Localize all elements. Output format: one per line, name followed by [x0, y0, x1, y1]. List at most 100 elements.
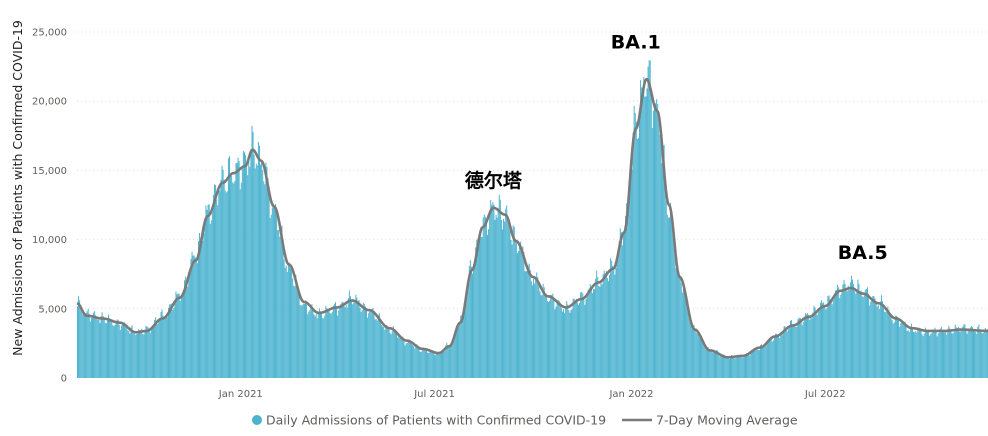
daily-admission-bar[interactable] [935, 331, 937, 378]
daily-admission-bar[interactable] [82, 314, 84, 378]
daily-admission-bar[interactable] [342, 301, 344, 378]
daily-admission-bar[interactable] [586, 293, 588, 379]
daily-admission-bar[interactable] [218, 186, 220, 378]
daily-admission-bar[interactable] [632, 132, 634, 378]
daily-admission-bar[interactable] [438, 351, 440, 378]
daily-admission-bar[interactable] [705, 349, 707, 378]
daily-admission-bar[interactable] [558, 300, 560, 378]
daily-admission-bar[interactable] [639, 120, 640, 379]
daily-admission-bar[interactable] [899, 326, 901, 378]
daily-admission-bar[interactable] [394, 331, 396, 378]
daily-admission-bar[interactable] [231, 175, 233, 378]
daily-admission-bar[interactable] [110, 320, 112, 378]
daily-admission-bar[interactable] [79, 300, 81, 378]
daily-admission-bar[interactable] [916, 332, 918, 378]
daily-admission-bar[interactable] [443, 351, 445, 378]
daily-admission-bar[interactable] [571, 308, 573, 378]
daily-admission-bar[interactable] [188, 274, 190, 378]
daily-admission-bar[interactable] [868, 293, 870, 378]
daily-admission-bar[interactable] [631, 169, 633, 378]
daily-admission-bar[interactable] [383, 326, 385, 378]
daily-admission-bar[interactable] [521, 248, 523, 378]
daily-admission-bar[interactable] [412, 345, 414, 378]
daily-admission-bar[interactable] [594, 289, 596, 378]
daily-admission-bar[interactable] [86, 311, 88, 378]
daily-admission-bar[interactable] [224, 190, 226, 378]
daily-admission-bar[interactable] [508, 220, 510, 378]
daily-admission-bar[interactable] [309, 310, 311, 378]
daily-admission-bar[interactable] [764, 347, 766, 378]
daily-admission-bar[interactable] [876, 306, 878, 378]
daily-admission-bar[interactable] [208, 204, 210, 378]
daily-admission-bar[interactable] [252, 131, 254, 378]
daily-admission-bar[interactable] [785, 329, 787, 378]
daily-admission-bar[interactable] [448, 345, 450, 378]
daily-admission-bar[interactable] [604, 273, 606, 378]
daily-admission-bar[interactable] [451, 343, 453, 378]
daily-admission-bar[interactable] [707, 346, 709, 378]
daily-admission-bar[interactable] [715, 351, 716, 378]
daily-admission-bar[interactable] [431, 349, 433, 378]
daily-admission-bar[interactable] [345, 304, 347, 378]
daily-admission-bar[interactable] [358, 299, 360, 378]
daily-admission-bar[interactable] [200, 238, 202, 378]
daily-admission-bar[interactable] [203, 233, 205, 378]
daily-admission-bar[interactable] [172, 309, 174, 378]
daily-admission-bar[interactable] [970, 325, 972, 378]
daily-admission-bar[interactable] [915, 330, 917, 378]
daily-admission-bar[interactable] [501, 229, 503, 378]
daily-admission-bar[interactable] [883, 307, 885, 378]
daily-admission-bar[interactable] [891, 320, 893, 378]
daily-admission-bar[interactable] [940, 326, 942, 378]
daily-admission-bar[interactable] [261, 161, 263, 378]
daily-admission-bar[interactable] [480, 236, 482, 378]
daily-admission-bar[interactable] [348, 290, 350, 378]
daily-admission-bar[interactable] [621, 245, 623, 378]
daily-admission-bar[interactable] [245, 154, 247, 378]
daily-admission-bar[interactable] [503, 218, 505, 378]
daily-admission-bar[interactable] [543, 287, 545, 378]
daily-admission-bar[interactable] [180, 297, 182, 378]
daily-admission-bar[interactable] [211, 211, 213, 378]
daily-admission-bar[interactable] [953, 330, 955, 378]
daily-admission-bar[interactable] [516, 253, 518, 378]
daily-admission-bar[interactable] [177, 293, 179, 378]
daily-admission-bar[interactable] [421, 350, 423, 378]
daily-admission-bar[interactable] [810, 317, 812, 378]
daily-admission-bar[interactable] [524, 270, 526, 378]
daily-admission-bar[interactable] [674, 254, 676, 378]
daily-admission-bar[interactable] [956, 327, 958, 378]
daily-admission-bar[interactable] [766, 344, 768, 378]
daily-admission-bar[interactable] [888, 310, 890, 378]
daily-admission-bar[interactable] [908, 331, 910, 378]
daily-admission-bar[interactable] [527, 265, 529, 378]
daily-admission-bar[interactable] [254, 168, 256, 378]
daily-admission-bar[interactable] [475, 247, 477, 378]
daily-admission-bar[interactable] [612, 265, 614, 378]
daily-admission-bar[interactable] [356, 297, 358, 378]
daily-admission-bar[interactable] [909, 326, 911, 378]
daily-admission-bar[interactable] [367, 317, 369, 378]
daily-admission-bar[interactable] [260, 164, 262, 378]
daily-admission-bar[interactable] [511, 244, 513, 378]
daily-admission-bar[interactable] [758, 349, 760, 378]
daily-admission-bar[interactable] [460, 315, 462, 378]
daily-admission-bar[interactable] [534, 283, 536, 378]
daily-admission-bar[interactable] [651, 128, 653, 378]
daily-admission-bar[interactable] [879, 301, 881, 378]
daily-admission-bar[interactable] [939, 328, 941, 378]
daily-admission-bar[interactable] [308, 311, 310, 378]
daily-admission-bar[interactable] [592, 289, 594, 378]
daily-admission-bar[interactable] [923, 333, 925, 379]
daily-admission-bar[interactable] [106, 320, 108, 378]
daily-admission-bar[interactable] [205, 205, 207, 378]
daily-admission-bar[interactable] [266, 166, 268, 378]
daily-admission-bar[interactable] [672, 223, 674, 378]
daily-admission-bar[interactable] [627, 203, 629, 378]
daily-admission-bar[interactable] [318, 308, 320, 378]
daily-admission-bar[interactable] [263, 181, 265, 378]
daily-admission-bar[interactable] [104, 322, 106, 378]
daily-admission-bar[interactable] [401, 336, 403, 378]
daily-admission-bar[interactable] [662, 145, 664, 378]
daily-admission-bar[interactable] [80, 305, 82, 378]
